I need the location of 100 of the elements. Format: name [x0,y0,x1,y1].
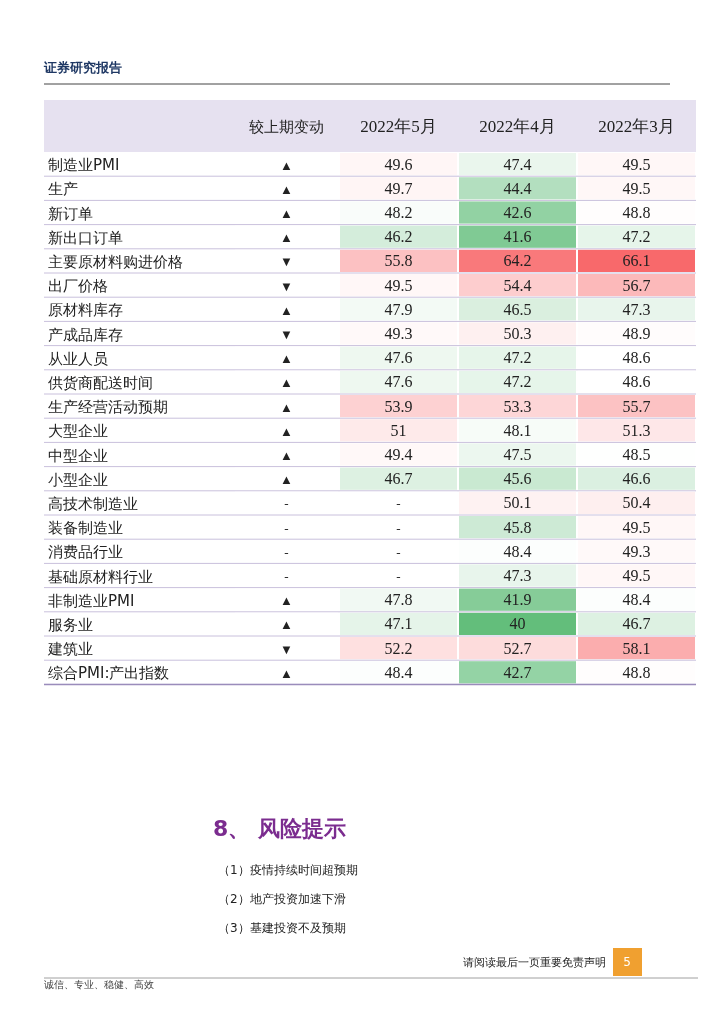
data-label: 50.3 [503,325,532,342]
y-tick-label: 制造业PMI [48,156,120,175]
data-label: 42.6 [503,204,532,221]
y-tick-label: 非制造业PMI [48,591,135,610]
y-tick-label: 主要原材料购进价格 [48,252,183,271]
data-label: 45.6 [503,470,532,488]
text: - [284,544,289,560]
data-label: 66.1 [622,252,651,270]
y-tick-label: 生产 [48,180,78,199]
y-tick-label: 新出口订单 [48,228,123,247]
text: ▲ [280,157,293,173]
y-tick-label: 生产经营活动预期 [48,398,168,417]
data-label: 47.2 [503,373,532,391]
data-label: 50.1 [503,494,532,512]
data-label: 49.3 [622,542,651,560]
data-label: 48.6 [622,349,651,367]
y-tick-label: 装备制造业 [48,519,123,538]
data-label: 46.5 [503,300,532,318]
data-label: 50.4 [622,494,651,512]
text: ▲ [280,593,293,609]
y-tick-label: 小型企业 [48,470,108,489]
text: - [396,520,401,536]
data-label: 49.5 [384,276,413,294]
text: - [284,569,289,584]
text: ▲ [280,230,293,246]
data-label: 49.5 [622,155,651,173]
y-tick-label: 中型企业 [48,446,108,465]
data-label: 49.5 [622,179,651,197]
data-label: 48.2 [384,204,413,221]
data-label: 51 [390,421,407,439]
data-label: 48.4 [384,663,413,681]
data-label: 47.4 [503,155,532,173]
data-label: 54.4 [503,276,532,294]
data-label: 47.2 [622,228,651,246]
data-label: 49.4 [384,446,413,463]
data-label: 49.7 [384,179,413,197]
data-label: 40 [509,615,526,633]
data-label: 53.3 [503,397,532,415]
text: ▼ [280,641,293,657]
data-label: 48.5 [622,446,651,463]
text: - [284,496,289,512]
x-tick-label: 2022年4月 [479,117,556,136]
data-label: 51.3 [622,421,651,439]
text: ▲ [280,448,293,463]
text: ▼ [280,278,293,294]
text: 诚信、专业、稳健、高效 [44,979,154,990]
data-label: 64.2 [503,252,532,270]
data-label: 46.2 [384,228,413,246]
y-tick-label: 原材料库存 [48,301,123,320]
data-label: 47.8 [384,591,413,609]
text: （2）地产投资加速下滑 [218,892,346,906]
text: ▲ [280,302,293,318]
text: ▲ [280,399,293,415]
text: 证券研究报告 [43,60,122,75]
text: 请阅读最后一页重要免责声明 [463,956,606,969]
text: ▼ [280,327,293,342]
data-label: 44.4 [503,179,532,197]
data-label: 47.5 [503,446,532,463]
data-label: 41.9 [503,591,532,609]
data-label: 53.9 [384,397,413,415]
text: - [284,520,289,536]
x-tick-label: 2022年5月 [360,117,437,136]
y-tick-label: 综合PMI:产出指数 [48,664,170,683]
text: ▲ [280,665,293,681]
data-label: 47.9 [384,300,413,318]
y-tick-label: 供货商配送时间 [48,373,153,392]
y-tick-label: 从业人员 [48,349,108,368]
data-label: 49.3 [384,325,413,342]
data-label: 49.6 [384,155,413,173]
data-label: 47.3 [503,567,532,584]
data-label: 56.7 [622,276,651,294]
y-tick-label: 服务业 [48,615,93,634]
y-tick-label: 出厂价格 [48,277,108,296]
data-label: 45.8 [503,518,532,536]
data-label: 46.7 [622,615,651,633]
x-tick-label: 2022年3月 [598,117,675,136]
text: ▲ [280,181,293,197]
data-label: 48.4 [503,542,532,560]
data-label: 52.7 [503,639,532,657]
text: ▲ [280,472,293,488]
data-label: 55.8 [384,252,413,270]
y-tick-label: 建筑业 [47,640,93,659]
text: ▲ [280,423,293,439]
data-label: 47.6 [384,349,413,367]
y-tick-label: 消费品行业 [48,543,123,562]
data-label: 41.6 [503,228,532,246]
text: （1）疫情持续时间超预期 [218,863,358,877]
y-tick-label: 大型企业 [48,422,108,441]
text: 8、 风险提示 [213,816,346,841]
text: - [396,569,401,584]
y-tick-label: 高技术制造业 [48,494,138,513]
data-label: 49.5 [622,567,651,584]
data-label: 47.6 [384,373,413,391]
y-tick-label: 新订单 [48,204,93,223]
text: 5 [623,955,631,969]
y-tick-label: 产成品库存 [48,325,123,344]
text: ▲ [280,206,293,221]
data-label: 52.2 [384,639,413,657]
text: - [396,544,401,560]
text: - [396,496,401,512]
